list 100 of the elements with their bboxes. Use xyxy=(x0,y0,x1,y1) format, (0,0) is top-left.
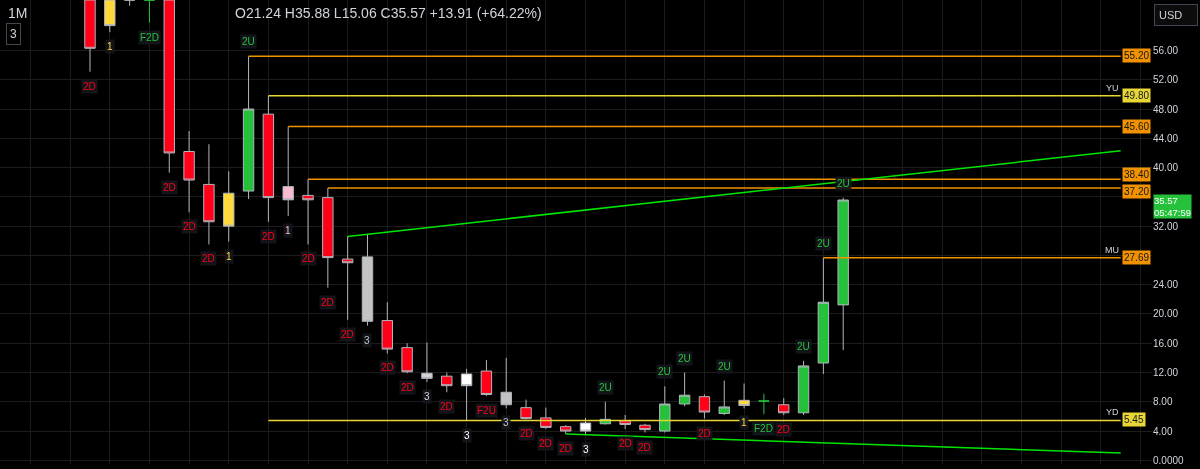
y-tick-label: 48.00 xyxy=(1153,103,1179,115)
y-tick-label: 8.00 xyxy=(1153,396,1173,408)
text: 3 xyxy=(583,444,589,455)
y-tick-label: 12.00 xyxy=(1153,367,1179,379)
text: 2U xyxy=(658,366,671,377)
text: 3 xyxy=(10,27,17,41)
candlestick xyxy=(837,197,849,351)
text: 1 xyxy=(107,41,113,52)
candlestick xyxy=(639,423,651,434)
candlestick xyxy=(163,0,175,174)
annotation: 3 xyxy=(364,335,370,346)
y-axis-title: USD xyxy=(1159,9,1183,21)
candlestick xyxy=(262,95,275,223)
data-label: 38.40 xyxy=(1124,169,1150,180)
candlestick xyxy=(104,0,116,33)
text: 2D xyxy=(440,401,453,412)
series-label: YD xyxy=(1106,407,1119,417)
candlestick xyxy=(242,55,255,200)
text: 35.57 05:47:59 xyxy=(1154,195,1191,219)
text: 2U xyxy=(718,361,731,372)
candlestick xyxy=(480,359,493,397)
text: 2D xyxy=(777,424,790,435)
candlestick xyxy=(282,126,294,217)
text: 2D xyxy=(202,253,215,264)
text: 2U xyxy=(797,341,810,352)
candlestick xyxy=(540,407,552,430)
y-tick-label: 44.00 xyxy=(1153,132,1179,144)
candlestick xyxy=(123,0,136,7)
text: 1 xyxy=(285,225,291,236)
data-label: 5.45 xyxy=(1124,414,1144,425)
candlestick xyxy=(361,233,374,327)
series-label: YU xyxy=(1106,83,1119,93)
candlestick xyxy=(381,301,394,354)
text: 2D xyxy=(619,438,632,449)
candlestick xyxy=(302,178,314,245)
text: 2D xyxy=(520,428,533,439)
text: 2D xyxy=(302,253,315,264)
series-label: MU xyxy=(1105,245,1119,255)
text: 2D xyxy=(321,297,334,308)
y-tick-label: 40.00 xyxy=(1153,162,1179,174)
candlestick xyxy=(758,393,770,415)
candlestick xyxy=(698,393,711,420)
candlestick xyxy=(143,0,156,24)
text: 3 xyxy=(464,430,470,441)
text: 3 xyxy=(424,391,430,402)
text: 1 xyxy=(741,417,747,428)
y-tick-label: 20.00 xyxy=(1153,308,1179,320)
data-label: 27.69 xyxy=(1124,252,1150,263)
candlestick xyxy=(203,143,215,245)
text: 2D xyxy=(262,231,275,242)
text: 2D xyxy=(83,81,96,92)
candlestick xyxy=(401,342,413,374)
candlestick xyxy=(797,360,810,416)
candlestick xyxy=(500,357,512,409)
text: 2D xyxy=(381,362,394,373)
chart-title: 1M xyxy=(8,4,28,21)
y-tick-label: 56.00 xyxy=(1153,45,1179,56)
candlestick xyxy=(718,380,730,416)
candlestick xyxy=(619,414,631,430)
text: 2D xyxy=(163,182,176,193)
text: 2D xyxy=(183,221,196,232)
chart-subtitle: O21.24 H35.88 L15.06 C35.57 +13.91 (+64.22%) xyxy=(235,5,542,21)
y-tick-label: 52.00 xyxy=(1153,74,1179,86)
candlestick xyxy=(84,0,96,73)
text: F2D xyxy=(140,32,159,43)
data-label: 37.20 xyxy=(1124,186,1150,197)
candlestick xyxy=(421,342,433,383)
data-label: 49.80 xyxy=(1124,90,1150,101)
candlestick xyxy=(460,368,473,422)
text: F2D xyxy=(754,423,773,434)
y-tick-label: 16.00 xyxy=(1153,337,1179,349)
text: 2D xyxy=(539,438,552,449)
y-tick-label: 24.00 xyxy=(1153,279,1179,291)
text: F2U xyxy=(477,405,496,416)
text: 2U xyxy=(817,238,830,249)
text: 2D xyxy=(341,329,354,340)
candlestick xyxy=(579,417,592,436)
text: 2U xyxy=(599,382,612,393)
text: 3 xyxy=(503,417,509,428)
y-tick-label: 32.00 xyxy=(1153,220,1179,232)
y-tick-label: 4.00 xyxy=(1153,425,1173,437)
text: 1 xyxy=(226,251,232,262)
candlestick xyxy=(183,130,195,213)
candlestick xyxy=(520,399,532,420)
candlestick xyxy=(778,397,790,416)
text: 2U xyxy=(242,36,255,47)
text: 2D xyxy=(559,443,572,454)
data-label: 45.60 xyxy=(1124,121,1150,132)
candlestick xyxy=(223,170,235,243)
text: 2D xyxy=(698,428,711,439)
candlestick xyxy=(659,385,671,434)
text: 2D xyxy=(401,382,414,393)
candlestick xyxy=(341,235,354,321)
text: 2D xyxy=(638,442,651,453)
candlestick xyxy=(817,257,830,375)
text: 2U xyxy=(678,353,691,364)
candlestick xyxy=(559,424,572,435)
y-tick-label: 0.0000 xyxy=(1153,454,1185,466)
candlestick xyxy=(738,383,750,409)
data-label: 55.20 xyxy=(1124,50,1150,61)
